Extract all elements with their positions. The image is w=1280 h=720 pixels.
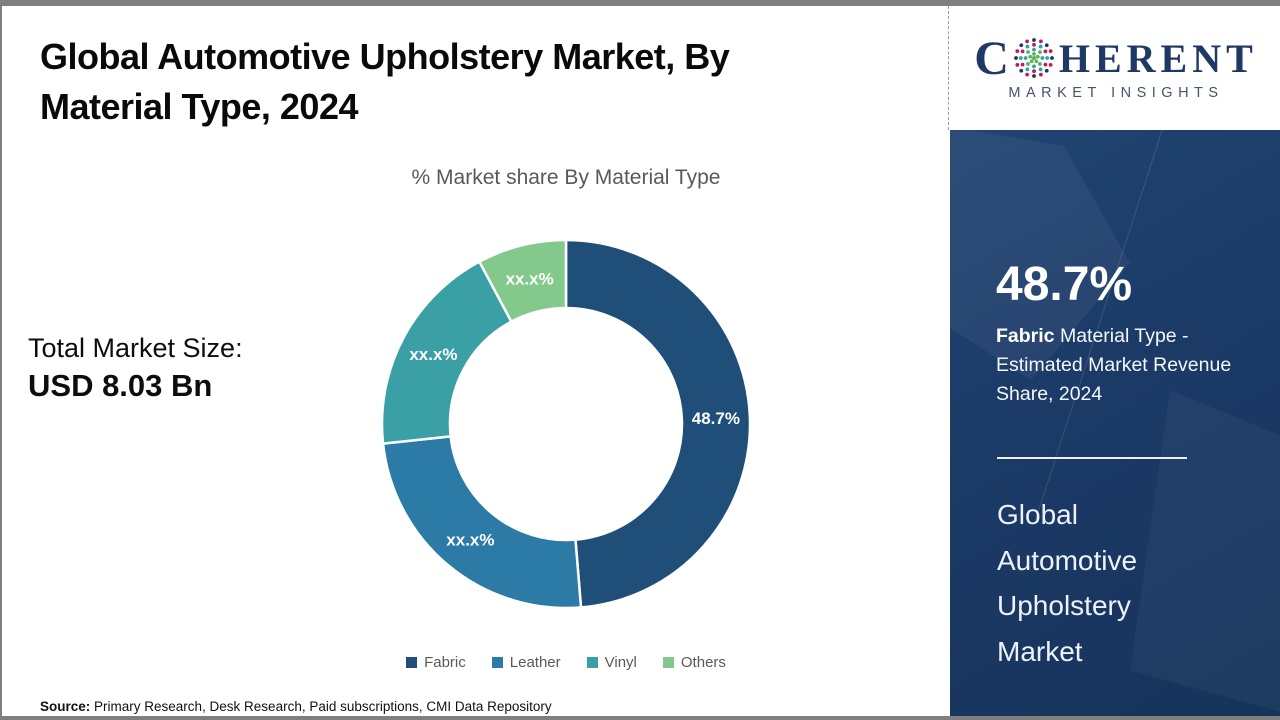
logo-wordmark: C HERENT: [974, 31, 1258, 85]
globe-dot: [1026, 49, 1030, 54]
globe-dot: [1025, 38, 1029, 43]
logo-letters-rest: HERENT: [1058, 35, 1258, 81]
legend-swatch-vinyl: [586, 656, 598, 668]
legend-swatch-leather: [491, 656, 503, 668]
legend-swatch-others: [662, 656, 674, 668]
donut-chart: 48.7% xx.x% xx.x% xx.x%: [366, 224, 766, 624]
globe-dot: [1038, 67, 1043, 71]
globe-dot: [1025, 67, 1030, 71]
globe-dot: [1028, 54, 1032, 59]
globe-dot: [1026, 61, 1030, 66]
slice-label-leather: xx.x%: [446, 531, 494, 550]
stat-desc-bold: Fabric: [996, 325, 1055, 347]
globe-dot: [1038, 72, 1043, 77]
market-name: Global Automotive Upholstery Market: [997, 492, 1137, 674]
globe-dot: [1013, 55, 1018, 60]
legend-label-others: Others: [680, 653, 726, 671]
total-market-size: Total Market Size: USD 8.03 Bn: [28, 330, 243, 406]
logo-subtitle: MARKET INSIGHTS: [1008, 84, 1224, 101]
globe-dot: [1023, 55, 1028, 60]
globe-dot: [1019, 42, 1024, 47]
donut-slice-others: [478, 238, 568, 323]
globe-dot: [1049, 55, 1054, 60]
source-line: Source: Primary Research, Desk Research,…: [40, 699, 552, 714]
globe-dot: [1040, 55, 1045, 60]
highlight-stat-value: 48.7%: [996, 258, 1133, 311]
legend-item-fabric: Fabric: [406, 654, 466, 671]
slice-label-others: xx.x%: [506, 269, 554, 288]
donut-slice-fabric: [564, 238, 752, 609]
globe-dot: [1015, 48, 1020, 53]
globe-dot: [1020, 62, 1025, 66]
legend-item-others: Others: [662, 653, 726, 671]
logo-letter-c: C: [974, 31, 1009, 85]
globe-dot: [1031, 64, 1036, 68]
market-name-line: Global: [997, 499, 1078, 530]
globe-dot: [1031, 51, 1036, 56]
divider-line: [997, 457, 1187, 459]
source-label: Source:: [40, 699, 91, 714]
globe-dot: [1031, 37, 1036, 42]
globe-dot: [1035, 54, 1040, 59]
globe-dot: [1044, 42, 1049, 47]
donut-chart-svg: 48.7% xx.x% xx.x% xx.x%: [380, 238, 752, 610]
globe-dot: [1037, 61, 1042, 66]
slice-label-fabric: 48.7%: [692, 409, 740, 428]
page-title: Global Automotive Upholstery Market, By …: [40, 36, 730, 127]
globe-dot: [1019, 68, 1024, 73]
globe-dot: [1031, 68, 1036, 73]
total-market-label: Total Market Size:: [28, 333, 243, 363]
legend-swatch-fabric: [406, 656, 418, 668]
globe-dot: [1031, 73, 1036, 78]
globe-dot: [1034, 58, 1039, 63]
donut-slice-leather: [381, 435, 583, 610]
slice-label-vinyl: xx.x%: [409, 345, 457, 364]
globe-dot: [1037, 49, 1042, 54]
globe-dot: [1015, 62, 1020, 67]
globe-dot: [1043, 49, 1048, 53]
legend-label-fabric: Fabric: [424, 653, 466, 671]
sidebar: C HERENT MARKET INSIGHTS 48.7% Fabric Ma…: [950, 6, 1280, 716]
sidebar-panel: 48.7% Fabric Material Type - Estimated M…: [950, 130, 1280, 716]
globe-dot: [1038, 38, 1043, 43]
chart-subtitle: % Market share By Material Type: [411, 166, 721, 189]
globe-dot: [1031, 55, 1036, 60]
market-name-line: Market: [997, 635, 1083, 667]
brand-logo: C HERENT MARKET INSIGHTS: [950, 6, 1280, 130]
globe-dot: [1031, 47, 1036, 51]
source-text: Primary Research, Desk Research, Paid su…: [90, 699, 552, 714]
market-name-line: Automotive: [997, 544, 1138, 576]
globe-dot: [1029, 58, 1034, 63]
globe-dots-icon: [1013, 37, 1054, 78]
map-texture-shape: [1130, 390, 1280, 716]
globe-dot: [1025, 44, 1030, 48]
globe-dot: [1044, 68, 1049, 73]
globe-dot: [1048, 48, 1053, 53]
globe-dot: [1020, 49, 1025, 53]
globe-dot: [1031, 42, 1036, 47]
globe-dot: [1038, 44, 1043, 48]
globe-dot: [1045, 55, 1049, 60]
globe-dot: [1025, 72, 1029, 77]
globe-dot: [1043, 62, 1048, 66]
legend-label-vinyl: Vinyl: [604, 653, 637, 671]
total-market-value: USD 8.03 Bn: [28, 368, 213, 403]
legend-label-leather: Leather: [509, 653, 561, 671]
globe-dot: [1048, 62, 1053, 67]
chart-legend: Fabric Leather Vinyl Others: [172, 650, 960, 674]
legend-item-leather: Leather: [491, 653, 561, 671]
highlight-stat-description: Fabric Material Type - Estimated Market …: [996, 322, 1232, 409]
market-name-line: Upholstery: [997, 590, 1131, 621]
stat-desc-rest: Material Type - Estimated Market Revenue…: [996, 325, 1232, 405]
globe-dot: [1018, 55, 1023, 60]
legend-item-vinyl: Vinyl: [586, 653, 637, 671]
layout-guide-dashed-line: [948, 6, 949, 130]
